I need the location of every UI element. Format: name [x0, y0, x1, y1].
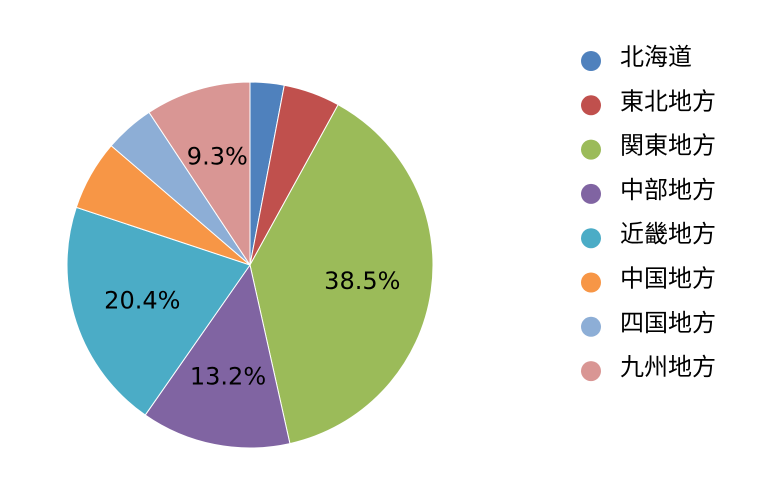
legend-marker [581, 228, 601, 249]
legend-label: 九州地方 [620, 353, 716, 381]
legend-item: 四国地方 [581, 309, 716, 337]
pie-slice-8 [148, 81, 251, 267]
legend-item: 東北地方 [581, 87, 716, 116]
pie-slice-4 [144, 263, 291, 449]
slice-data-label: 13.2% [190, 362, 266, 390]
legend-item: 中国地方 [581, 265, 716, 293]
slice-data-label: 38.5% [324, 267, 400, 295]
legend-marker [581, 272, 601, 293]
legend-marker [581, 183, 601, 204]
legend-marker [581, 51, 601, 71]
pie-slice-3 [249, 103, 434, 445]
legend-marker [581, 95, 601, 116]
legend-item: 北海道 [581, 43, 692, 71]
pie-slice-labels: 38.5% 13.2% 20.4% 9.3% [104, 142, 400, 390]
slice-data-label: 20.4% [104, 287, 180, 315]
legend-item: 近畿地方 [581, 220, 716, 249]
pie-slices [66, 81, 434, 449]
legend-label: 中部地方 [620, 176, 716, 204]
legend-marker [581, 316, 601, 337]
legend-item: 九州地方 [581, 353, 716, 382]
legend-label: 東北地方 [620, 87, 716, 115]
legend-label: 中国地方 [620, 265, 716, 293]
legend-label: 近畿地方 [620, 220, 716, 248]
legend-item: 関東地方 [581, 132, 716, 160]
slice-data-label: 9.3% [187, 142, 248, 170]
legend-item: 中部地方 [581, 176, 716, 204]
legend-label: 四国地方 [620, 309, 716, 337]
legend-marker [581, 139, 601, 160]
legend-label: 関東地方 [620, 132, 716, 160]
legend-marker [581, 361, 601, 382]
legend-label: 北海道 [620, 43, 692, 71]
pie-slice-5 [66, 206, 251, 416]
